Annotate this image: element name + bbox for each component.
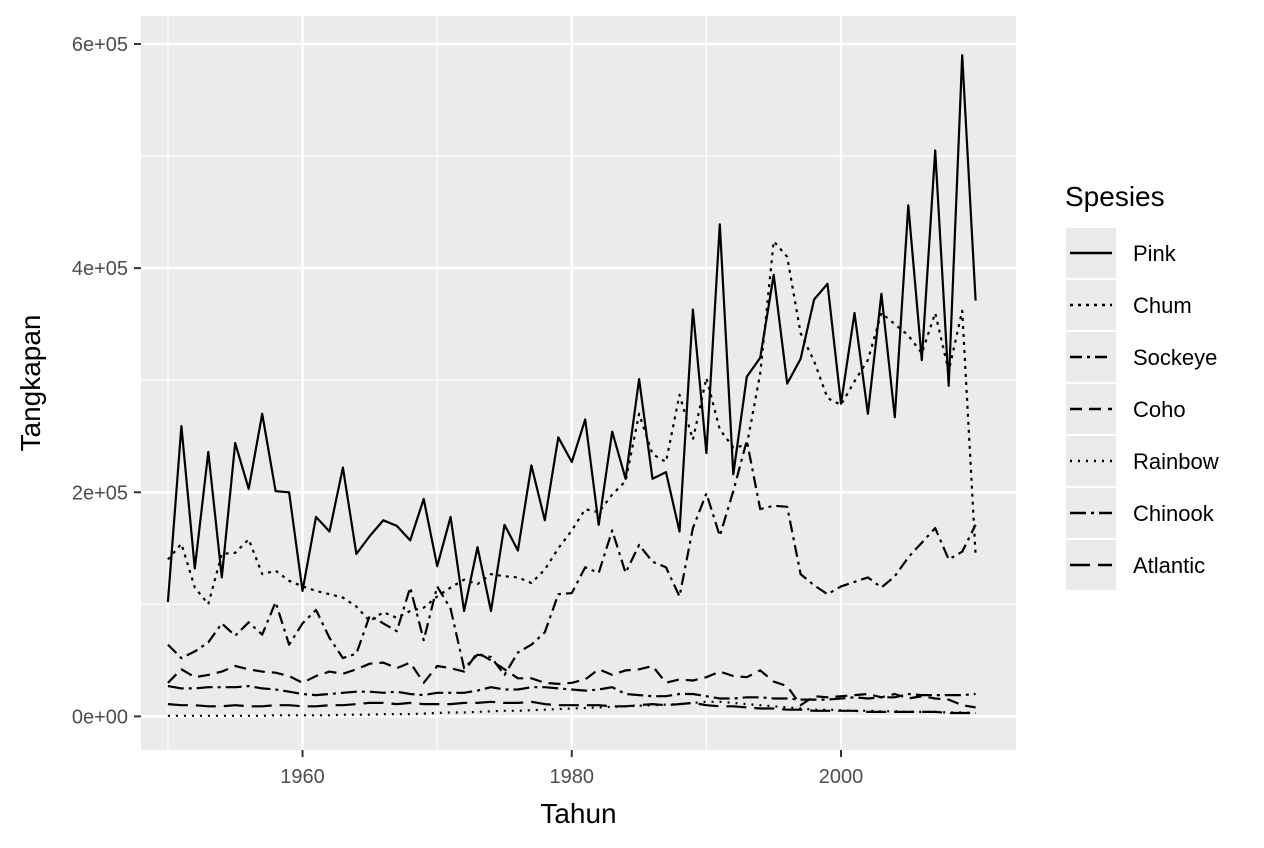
legend-label: Atlantic	[1133, 553, 1205, 578]
legend-key	[1066, 280, 1116, 330]
y-axis: 0e+00 2e+05 4e+05 6e+05	[72, 34, 141, 728]
y-tick-label: 2e+05	[72, 482, 128, 504]
legend-label: Chum	[1133, 293, 1192, 318]
legend-label: Coho	[1133, 397, 1186, 422]
y-tick-label: 0e+00	[72, 706, 128, 728]
legend-label: Sockeye	[1133, 345, 1217, 370]
series-line-coho	[167, 651, 976, 709]
legend: Spesies Pink Chum Sockeye Coho Rainbow Chinoo…	[1065, 181, 1219, 590]
series-line-chinook	[167, 684, 976, 701]
y-tick-label: 6e+05	[72, 34, 128, 56]
y-axis-title: Tangkapan	[15, 314, 46, 451]
series-line-pink	[166, 54, 977, 613]
legend-key	[1066, 436, 1116, 486]
x-axis: 1960 1980 2000	[280, 750, 863, 788]
legend-label: Chinook	[1133, 501, 1215, 526]
x-tick-label: 1960	[280, 766, 325, 788]
y-tick-label: 4e+05	[72, 258, 128, 280]
x-tick-label: 1980	[550, 766, 595, 788]
x-axis-title: Tahun	[540, 798, 616, 829]
legend-label: Pink	[1133, 241, 1177, 266]
series-line-sockeye	[167, 439, 977, 677]
x-tick-label: 2000	[819, 766, 864, 788]
series-lines	[166, 54, 977, 717]
plot-panel	[141, 16, 1016, 750]
legend-label: Rainbow	[1133, 449, 1219, 474]
series-line-atlantic	[167, 700, 976, 715]
legend-title: Spesies	[1065, 181, 1165, 212]
